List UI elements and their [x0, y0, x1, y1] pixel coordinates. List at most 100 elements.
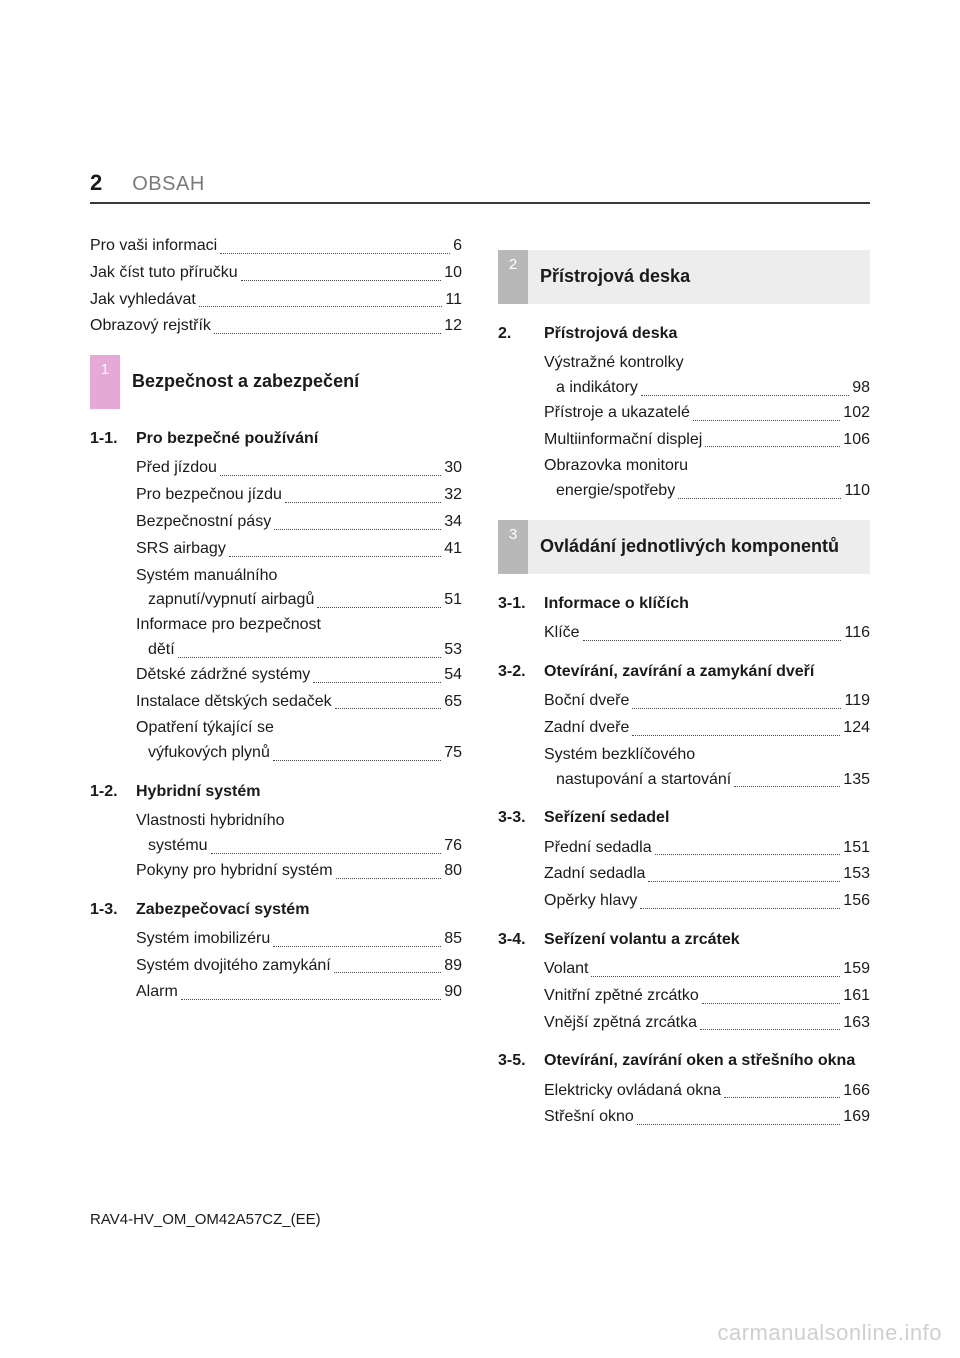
toc-entry: Vlastnosti hybridníhosystému76 — [90, 809, 462, 859]
toc-entry: Před jízdou30 — [90, 456, 462, 481]
toc-text: Volant — [544, 957, 588, 982]
toc-text: Vlastnosti hybridního — [136, 809, 462, 834]
dot-leader — [317, 588, 441, 608]
toc-entry: Klíče116 — [498, 621, 870, 646]
toc-entry: Volant 159 — [498, 957, 870, 982]
section-number: 3-2. — [498, 660, 544, 683]
dot-leader — [632, 716, 840, 736]
dot-leader — [702, 984, 841, 1004]
toc-entry: Vnější zpětná zrcátka163 — [498, 1011, 870, 1036]
dot-leader — [220, 234, 450, 254]
section-heading: 1-1.Pro bezpečné používání — [90, 427, 462, 450]
toc-page: 153 — [843, 862, 870, 887]
section-number: 1-3. — [90, 898, 136, 921]
header-label: OBSAH — [132, 173, 205, 196]
chapter-bar-3: 3 Ovládání jednotlivých komponentů — [498, 520, 870, 574]
toc-text: Pro vaši informaci — [90, 234, 217, 259]
dot-leader — [648, 862, 840, 882]
toc-text: Instalace dětských sedaček — [136, 690, 332, 715]
dot-leader — [334, 954, 441, 974]
dot-leader — [724, 1079, 840, 1099]
dot-leader — [700, 1011, 840, 1031]
dot-leader — [583, 621, 842, 641]
dot-leader — [591, 957, 840, 977]
toc-text: Obrazovka monitoru — [544, 454, 870, 479]
dot-leader — [220, 456, 441, 476]
toc-entry: Informace pro bezpečnostdětí53 — [90, 613, 462, 663]
toc-entry: SRS airbagy41 — [90, 537, 462, 562]
dot-leader — [199, 288, 443, 308]
toc-page: 65 — [444, 690, 462, 715]
dot-leader — [285, 483, 441, 503]
toc-page: 135 — [843, 768, 870, 793]
toc-entry: Obrazovka monitoruenergie/spotřeby110 — [498, 454, 870, 504]
toc-entry: Boční dveře119 — [498, 689, 870, 714]
dot-leader — [274, 510, 441, 530]
toc-text: Vnitřní zpětné zrcátko — [544, 984, 699, 1009]
section-heading: 3-5.Otevírání, zavírání oken a střešního… — [498, 1049, 870, 1072]
section-title: Přístrojová deska — [544, 322, 870, 345]
page: 2 OBSAH Pro vaši informaci 6 Jak číst tuto… — [0, 0, 960, 1358]
toc-page: 159 — [843, 957, 870, 982]
toc-entry: Multiinformační displej106 — [498, 428, 870, 453]
toc-text: Systém manuálního — [136, 564, 462, 589]
dot-leader — [734, 768, 840, 788]
toc-text: výfukových plynů — [148, 741, 270, 766]
dot-leader — [637, 1105, 840, 1125]
toc-text: Systém dvojitého zamykání — [136, 954, 331, 979]
toc-page: 124 — [843, 716, 870, 741]
dot-leader — [632, 689, 841, 709]
toc-entry: Pro bezpečnou jízdu32 — [90, 483, 462, 508]
toc-page: 10 — [444, 261, 462, 286]
section-number: 3-1. — [498, 592, 544, 615]
toc-page: 6 — [453, 234, 462, 259]
dot-leader — [655, 836, 841, 856]
toc-text: Systém bezklíčového — [544, 743, 870, 768]
toc-text: Boční dveře — [544, 689, 629, 714]
toc-text: Klíče — [544, 621, 580, 646]
toc-text: Alarm — [136, 980, 178, 1005]
toc-text: Opěrky hlavy — [544, 889, 637, 914]
toc-entry: Přední sedadla151 — [498, 836, 870, 861]
dot-leader — [313, 663, 441, 683]
dot-leader — [211, 834, 442, 854]
section-heading: 2.Přístrojová deska — [498, 322, 870, 345]
toc-text: energie/spotřeby — [556, 479, 675, 504]
section-number: 1-1. — [90, 427, 136, 450]
toc-page: 85 — [444, 927, 462, 952]
chapter-number-2: 2 — [498, 250, 528, 304]
footer-code: RAV4-HV_OM_OM42A57CZ_(EE) — [90, 1211, 321, 1228]
toc-text: Jak číst tuto příručku — [90, 261, 238, 286]
toc-text: Systém imobilizéru — [136, 927, 270, 952]
toc-entry: Výstražné kontrolkya indikátory98 — [498, 351, 870, 401]
toc-text: Dětské zádržné systémy — [136, 663, 310, 688]
toc-text: Vnější zpětná zrcátka — [544, 1011, 697, 1036]
toc-text: Zadní sedadla — [544, 862, 645, 887]
toc-page: 156 — [843, 889, 870, 914]
toc-page: 30 — [444, 456, 462, 481]
toc-entry: Vnitřní zpětné zrcátko161 — [498, 984, 870, 1009]
section-heading: 1-2.Hybridní systém — [90, 780, 462, 803]
chapter2-body: 2.Přístrojová deska Výstražné kontrolkya … — [498, 322, 870, 504]
dot-leader — [273, 927, 441, 947]
toc-page: 11 — [445, 288, 462, 313]
chapter-bar-1: 1 Bezpečnost a zabezpečení — [90, 355, 462, 409]
toc-text: Pokyny pro hybridní systém — [136, 859, 333, 884]
section-title: Seřízení volantu a zrcátek — [544, 928, 870, 951]
toc-page: 54 — [444, 663, 462, 688]
toc-entry: Přístroje a ukazatelé102 — [498, 401, 870, 426]
section-heading: 1-3.Zabezpečovací systém — [90, 898, 462, 921]
watermark: carmanualsonline.info — [717, 1320, 942, 1346]
toc-text: a indikátory — [556, 376, 638, 401]
toc-entry: Zadní dveře124 — [498, 716, 870, 741]
toc-entry: Systém dvojitého zamykání89 — [90, 954, 462, 979]
toc-entry: Obrazový rejstřík12 — [90, 314, 462, 339]
dot-leader — [214, 314, 441, 334]
dot-leader — [273, 741, 441, 761]
toc-page: 41 — [444, 537, 462, 562]
toc-page: 90 — [444, 980, 462, 1005]
dot-leader — [229, 537, 441, 557]
toc-text: Informace pro bezpečnost — [136, 613, 462, 638]
section-number: 1-2. — [90, 780, 136, 803]
intro-group: Pro vaši informaci 6 Jak číst tuto příručk… — [90, 234, 462, 339]
